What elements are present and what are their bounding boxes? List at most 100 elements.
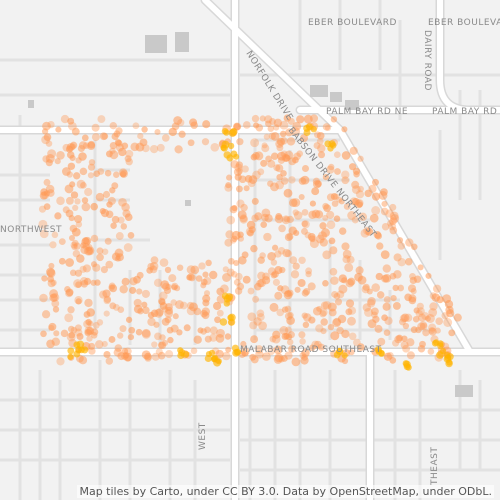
heat-point (102, 289, 111, 298)
heat-point (322, 280, 329, 287)
heat-point (241, 251, 249, 259)
heat-point (297, 278, 306, 288)
heat-point (66, 332, 76, 342)
heat-point (125, 316, 133, 323)
heat-point (87, 172, 94, 179)
heat-point (105, 210, 114, 219)
heat-point (246, 229, 254, 237)
heat-point (111, 132, 119, 141)
heat-point (338, 198, 345, 205)
heat-point (227, 257, 235, 265)
heat-point (66, 171, 73, 178)
heat-point (448, 329, 456, 337)
heat-point (60, 329, 69, 338)
heat-point (288, 176, 296, 184)
heat-point (264, 115, 273, 124)
heat-point (244, 175, 253, 183)
heat-point (120, 223, 128, 230)
heat-point (439, 348, 447, 355)
heat-point (330, 116, 338, 123)
heat-point (81, 346, 89, 354)
heat-point (305, 270, 312, 278)
heat-point (417, 344, 426, 353)
heat-point (273, 345, 283, 355)
heat-point (85, 243, 93, 252)
heat-point (226, 215, 236, 225)
heat-point (202, 271, 209, 278)
heat-point (267, 159, 276, 168)
heat-point (279, 266, 286, 274)
heat-point (108, 336, 116, 343)
heat-point (378, 349, 385, 357)
heat-point (125, 157, 133, 166)
heat-point (225, 346, 232, 353)
heat-point (320, 318, 328, 326)
heat-point (371, 307, 379, 316)
heat-point (364, 307, 373, 317)
heat-point (45, 154, 55, 163)
heat-point (252, 151, 260, 160)
heat-point (201, 311, 210, 320)
heat-point (74, 324, 82, 332)
heat-point (428, 308, 438, 317)
heat-point (308, 316, 316, 324)
heat-point (149, 144, 159, 154)
heat-point (81, 202, 91, 212)
heat-point (309, 235, 316, 243)
road-label-babson: BABSON DRIVE NORTHEAST (286, 126, 378, 240)
heat-point (263, 133, 270, 140)
heat-point (279, 326, 289, 335)
heat-point (416, 302, 424, 310)
heat-point (366, 288, 373, 295)
heat-point (164, 266, 172, 274)
heat-point (76, 179, 86, 189)
heat-point (290, 270, 300, 279)
heat-point (434, 327, 441, 334)
heat-point (157, 351, 166, 360)
heat-point (234, 348, 242, 356)
heat-point (268, 132, 276, 140)
heat-point (341, 352, 348, 359)
heat-point (159, 334, 166, 341)
heat-point (195, 275, 203, 282)
heat-point (235, 161, 244, 169)
heat-point (95, 192, 105, 202)
heat-point (67, 353, 74, 360)
heat-point (269, 335, 277, 343)
heat-point (329, 246, 338, 255)
heat-point (382, 302, 391, 311)
heat-point (260, 221, 268, 229)
heat-point (176, 329, 183, 336)
heat-point (224, 333, 232, 340)
heat-point (301, 289, 309, 297)
heat-point (41, 191, 50, 200)
heat-point (175, 300, 184, 310)
heat-point (275, 180, 285, 190)
heat-point (224, 238, 233, 247)
heat-point (236, 282, 245, 291)
heat-point (265, 120, 272, 127)
heat-point (240, 203, 248, 212)
heat-point (341, 170, 350, 179)
heat-point (437, 340, 444, 347)
heat-point (358, 212, 368, 221)
heat-point (322, 250, 332, 260)
heat-point (48, 262, 55, 269)
heat-point (68, 331, 76, 339)
heat-point (351, 185, 361, 194)
map-attribution[interactable]: Map tiles by Carto, under CC BY 3.0. Dat… (77, 485, 494, 498)
heat-point (74, 328, 83, 337)
heat-point (302, 321, 310, 329)
heat-point (117, 306, 125, 314)
heat-point (82, 264, 91, 273)
heat-point (402, 322, 410, 330)
heat-point (367, 319, 377, 329)
heat-point (254, 282, 262, 291)
heat-point (428, 323, 437, 332)
heat-point (327, 323, 335, 331)
heat-point (389, 226, 398, 235)
heat-point (174, 145, 183, 154)
heat-point (198, 262, 206, 270)
heat-point (95, 340, 104, 349)
